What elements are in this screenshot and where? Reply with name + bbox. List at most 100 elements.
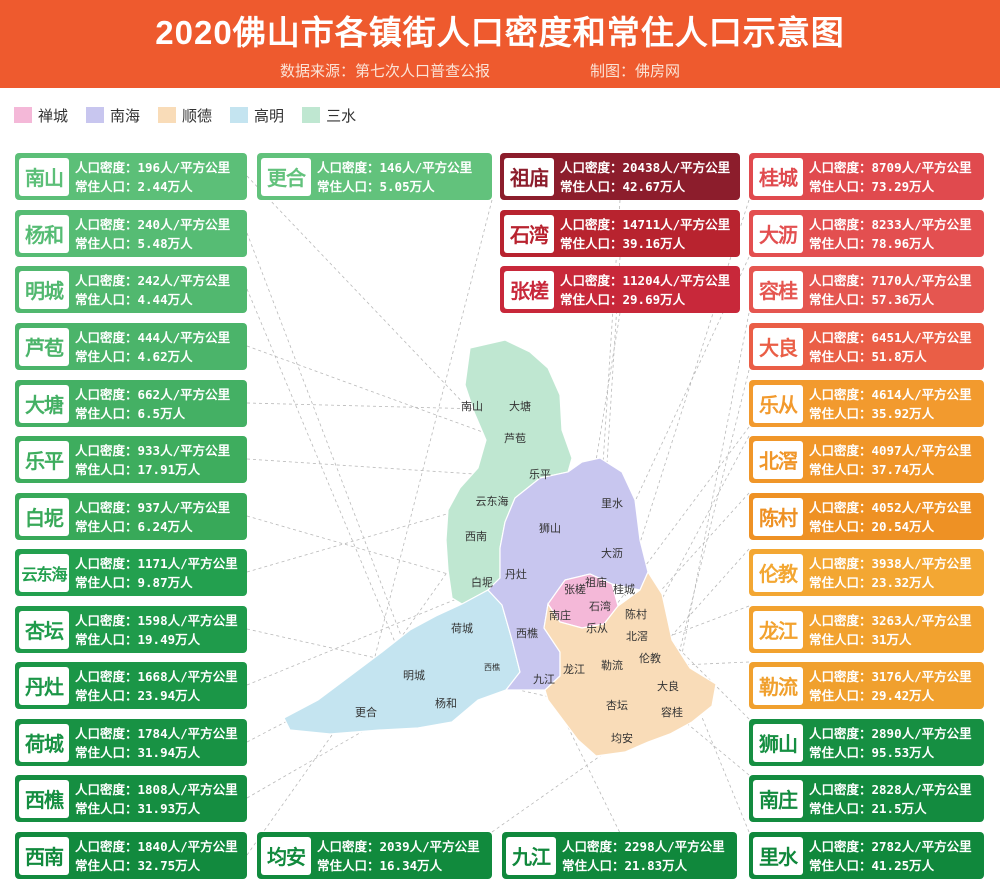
density-line: 人口密度：196人/平方公里 bbox=[75, 159, 231, 175]
map-label: 勒流 bbox=[601, 658, 623, 672]
density-line: 人口密度：11204人/平方公里 bbox=[560, 272, 731, 288]
town-card: 勒流 人口密度：3176人/平方公里 常住人口：29.42万人 bbox=[749, 662, 984, 709]
town-card: 狮山 人口密度：2890人/平方公里 常住人口：95.53万人 bbox=[749, 719, 984, 766]
town-name: 北滘 bbox=[753, 440, 803, 479]
town-card: 桂城 人口密度：8709人/平方公里 常住人口：73.29万人 bbox=[749, 153, 984, 200]
population-line: 常住人口：21.83万人 bbox=[562, 857, 688, 873]
data-source: 数据来源：第七次人口普查公报 bbox=[280, 63, 491, 80]
town-name: 南庄 bbox=[753, 779, 803, 818]
map-label: 南山 bbox=[461, 400, 483, 413]
town-stats: 人口密度：933人/平方公里 常住人口：17.91万人 bbox=[75, 441, 230, 479]
town-name: 龙江 bbox=[753, 610, 803, 649]
leader-line bbox=[246, 345, 511, 443]
town-stats: 人口密度：240人/平方公里 常住人口：5.48万人 bbox=[75, 215, 230, 253]
town-stats: 人口密度：11204人/平方公里 常住人口：29.69万人 bbox=[560, 271, 730, 309]
town-name: 容桂 bbox=[753, 270, 803, 309]
leader-line bbox=[649, 548, 750, 661]
population-line: 常住人口：31.94万人 bbox=[75, 744, 201, 760]
map-label: 乐从 bbox=[586, 622, 608, 635]
town-card: 北滘 人口密度：4097人/平方公里 常住人口：37.74万人 bbox=[749, 436, 984, 483]
density-line: 人口密度：2890人/平方公里 bbox=[809, 725, 972, 741]
leader-line bbox=[544, 679, 620, 833]
density-line: 人口密度：7170人/平方公里 bbox=[809, 272, 972, 288]
population-line: 常住人口：2.44万人 bbox=[75, 178, 193, 194]
town-card: 更合 人口密度：146人/平方公里 常住人口：5.05万人 bbox=[257, 153, 492, 200]
leader-line bbox=[574, 312, 621, 591]
population-line: 常住人口：29.69万人 bbox=[560, 291, 686, 307]
town-card: 荷城 人口密度：1784人/平方公里 常住人口：31.94万人 bbox=[15, 719, 247, 766]
map-label: 均安 bbox=[611, 731, 633, 745]
town-name: 大良 bbox=[753, 327, 803, 366]
town-card: 明城 人口密度：242人/平方公里 常住人口：4.44万人 bbox=[15, 266, 247, 313]
density-line: 人口密度：1840人/平方公里 bbox=[75, 838, 238, 854]
map-label: 大塘 bbox=[509, 399, 531, 413]
map-label: 龙江 bbox=[563, 663, 585, 676]
legend-item-gaoming: 高明 bbox=[230, 104, 284, 126]
legend-label: 三水 bbox=[326, 107, 357, 125]
population-line: 常住人口：17.91万人 bbox=[75, 461, 201, 477]
region-gaoming bbox=[283, 589, 521, 735]
town-card: 杨和 人口密度：240人/平方公里 常住人口：5.48万人 bbox=[15, 210, 247, 257]
map-label: 大良 bbox=[657, 679, 679, 693]
town-stats: 人口密度：20438人/平方公里 常住人口：42.67万人 bbox=[560, 158, 730, 196]
town-stats: 人口密度：2039人/平方公里 常住人口：16.34万人 bbox=[317, 837, 480, 875]
town-stats: 人口密度：1668人/平方公里 常住人口：23.94万人 bbox=[75, 667, 238, 705]
town-stats: 人口密度：2828人/平方公里 常住人口：21.5万人 bbox=[809, 780, 972, 818]
town-name: 桂城 bbox=[753, 157, 803, 196]
leader-line bbox=[669, 369, 750, 691]
town-name: 陈村 bbox=[753, 497, 803, 536]
population-line: 常住人口：78.96万人 bbox=[809, 235, 935, 251]
town-stats: 人口密度：2298人/平方公里 常住人口：21.83万人 bbox=[562, 837, 725, 875]
density-line: 人口密度：2782人/平方公里 bbox=[809, 838, 972, 854]
town-card: 乐平 人口密度：933人/平方公里 常住人口：17.91万人 bbox=[15, 436, 247, 483]
legend-swatch bbox=[230, 107, 249, 123]
town-card: 大良 人口密度：6451人/平方公里 常住人口：51.8万人 bbox=[749, 323, 984, 370]
town-name: 明城 bbox=[19, 270, 69, 309]
town-stats: 人口密度：1840人/平方公里 常住人口：32.75万人 bbox=[75, 837, 238, 875]
town-card: 祖庙 人口密度：20438人/平方公里 常住人口：42.67万人 bbox=[500, 153, 740, 200]
town-name: 白坭 bbox=[19, 497, 69, 536]
town-stats: 人口密度：6451人/平方公里 常住人口：51.8万人 bbox=[809, 328, 972, 366]
town-name: 均安 bbox=[261, 836, 311, 875]
town-stats: 人口密度：4097人/平方公里 常住人口：37.74万人 bbox=[809, 441, 972, 479]
map-label: 西樵 bbox=[484, 662, 500, 672]
map-label: 北滘 bbox=[626, 630, 648, 643]
population-line: 常住人口：9.87万人 bbox=[75, 574, 193, 590]
town-stats: 人口密度：1808人/平方公里 常住人口：31.93万人 bbox=[75, 780, 238, 818]
town-stats: 人口密度：3263人/平方公里 常住人口：31万人 bbox=[809, 611, 972, 649]
density-line: 人口密度：242人/平方公里 bbox=[75, 272, 231, 288]
map-label: 祖庙 bbox=[585, 575, 607, 589]
map-label: 乐平 bbox=[529, 468, 551, 481]
legend-item-sanshui: 三水 bbox=[302, 104, 356, 126]
legend-label: 南海 bbox=[110, 107, 141, 125]
leader-line bbox=[246, 232, 429, 707]
population-line: 常住人口：73.29万人 bbox=[809, 178, 935, 194]
map-label: 西樵 bbox=[516, 626, 538, 640]
town-name: 狮山 bbox=[753, 723, 803, 762]
town-card: 杏坛 人口密度：1598人/平方公里 常住人口：19.49万人 bbox=[15, 606, 247, 653]
population-line: 常住人口：5.05万人 bbox=[317, 178, 435, 194]
town-card: 容桂 人口密度：7170人/平方公里 常住人口：57.36万人 bbox=[749, 266, 984, 313]
density-line: 人口密度：4052人/平方公里 bbox=[809, 499, 972, 515]
town-stats: 人口密度：196人/平方公里 常住人口：2.44万人 bbox=[75, 158, 230, 196]
town-card: 南庄 人口密度：2828人/平方公里 常住人口：21.5万人 bbox=[749, 775, 984, 822]
town-name: 乐平 bbox=[19, 440, 69, 479]
town-name: 石湾 bbox=[504, 214, 554, 253]
town-card: 西樵 人口密度：1808人/平方公里 常住人口：31.93万人 bbox=[15, 775, 247, 822]
town-card: 乐从 人口密度：4614人/平方公里 常住人口：35.92万人 bbox=[749, 380, 984, 427]
legend-swatch bbox=[158, 107, 177, 123]
town-name: 伦教 bbox=[753, 553, 803, 592]
population-line: 常住人口：20.54万人 bbox=[809, 518, 935, 534]
population-line: 常住人口：51.8万人 bbox=[809, 348, 927, 364]
leader-line bbox=[359, 199, 493, 716]
town-stats: 人口密度：444人/平方公里 常住人口：4.62万人 bbox=[75, 328, 230, 366]
population-line: 常住人口：6.5万人 bbox=[75, 405, 186, 421]
population-line: 常住人口：21.5万人 bbox=[809, 800, 927, 816]
map-label: 大沥 bbox=[601, 546, 623, 560]
town-stats: 人口密度：4614人/平方公里 常住人口：35.92万人 bbox=[809, 385, 972, 423]
map-label: 石湾 bbox=[589, 599, 611, 613]
town-name: 里水 bbox=[753, 836, 803, 875]
density-line: 人口密度：146人/平方公里 bbox=[317, 159, 473, 175]
map-label: 云东海 bbox=[476, 494, 509, 508]
